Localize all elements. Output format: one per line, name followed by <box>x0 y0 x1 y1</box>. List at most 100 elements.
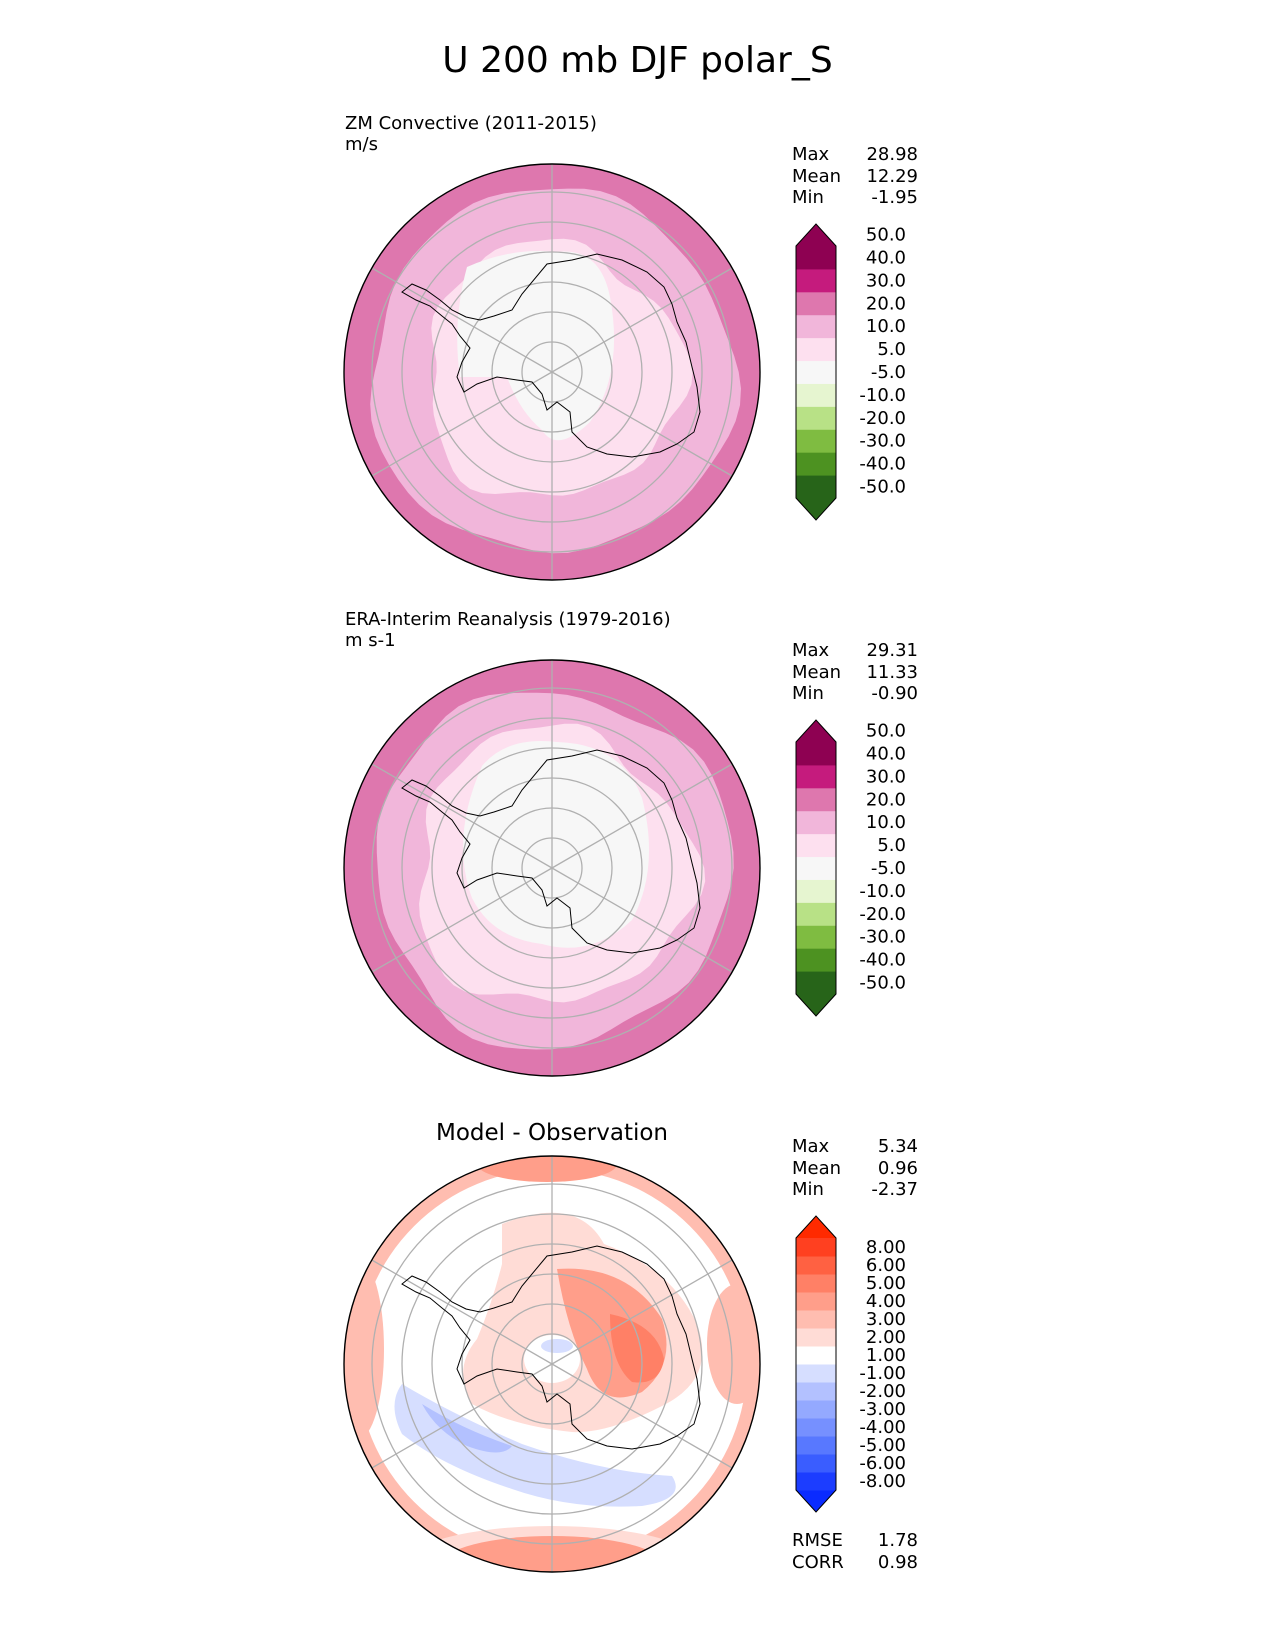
colorbar-segment <box>796 1472 836 1491</box>
colorbar-segment <box>796 925 836 949</box>
colorbar-tick-label: 4.00 <box>866 1291 906 1312</box>
stat-mean: Mean 0.96 <box>792 1157 918 1179</box>
colorbar-tick-label: -30.0 <box>859 431 906 452</box>
colorbar-segment <box>796 902 836 926</box>
colorbar-segment <box>796 268 836 293</box>
stat-mean: Mean 11.33 <box>792 661 918 683</box>
colorbar-segment <box>796 1436 836 1455</box>
colorbar-segment <box>796 1292 836 1311</box>
colorbar-tick-label: 20.0 <box>866 789 906 810</box>
colorbar-extend-over <box>796 1216 836 1238</box>
colorbar-tick-label: -5.00 <box>859 1435 906 1456</box>
colorbar-tick-label: -5.0 <box>871 362 906 383</box>
colorbar-segment <box>796 406 836 430</box>
colorbar-tick-label: 10.0 <box>866 812 906 833</box>
meridian-line <box>371 267 553 373</box>
colorbar-tick-label: 40.0 <box>866 743 906 764</box>
diff-positive-right <box>707 1284 760 1404</box>
panel-1-title-block: ZM Convective (2011-2015) m/s <box>345 113 597 155</box>
colorbar-tick-label: 50.0 <box>866 721 906 742</box>
panel-2-title-block: ERA-Interim Reanalysis (1979-2016) m s-1 <box>345 609 671 651</box>
panel-2-units: m s-1 <box>345 630 396 651</box>
colorbar-tick-label: -50.0 <box>859 477 906 498</box>
colorbar-segment <box>796 429 836 453</box>
colorbar-segment <box>796 383 836 407</box>
colorbar-segment <box>796 1274 836 1293</box>
colorbar-segment <box>796 337 836 362</box>
colorbar-tick-label: -2.00 <box>859 1381 906 1402</box>
panel-1-title: ZM Convective (2011-2015) <box>345 113 597 134</box>
colorbar-tick-label: -10.0 <box>859 881 906 902</box>
colorbar-tick-label: 40.0 <box>866 247 906 268</box>
diff-negative-band-core <box>422 1404 512 1453</box>
panel-2-title: ERA-Interim Reanalysis (1979-2016) <box>345 609 671 630</box>
stat-min: Min -0.90 <box>792 683 918 704</box>
stat-mean: Mean 12.29 <box>792 165 918 187</box>
diff-positive-top <box>477 1156 617 1182</box>
stat-min: Min -1.95 <box>792 187 918 208</box>
colorbar-tick-label: 5.0 <box>877 339 906 360</box>
colorbar-outline <box>795 719 837 1017</box>
panel-1-polar-map <box>343 163 761 581</box>
colorbar-tick-label: 3.00 <box>866 1309 906 1330</box>
antarctica-coastline <box>401 1245 701 1450</box>
meridian-line <box>371 1363 553 1469</box>
panel-1-units: m/s <box>345 134 378 155</box>
stat-max: Max 28.98 <box>792 144 918 165</box>
colorbar-segment <box>796 1256 836 1275</box>
colorbar-tick-label: 30.0 <box>866 766 906 787</box>
colorbar-segment <box>796 314 836 339</box>
colorbar-segment <box>796 291 836 316</box>
colorbar-tick-label: 10.0 <box>866 316 906 337</box>
colorbar-segment <box>796 833 836 858</box>
meridian-line <box>371 1259 553 1365</box>
stat-min: Min -2.37 <box>792 1179 918 1200</box>
colorbar-segment <box>796 1364 836 1383</box>
meridian-line <box>371 763 553 869</box>
colorbar-segment <box>796 856 836 880</box>
metric-rmse: RMSE 1.78 <box>792 1530 918 1551</box>
colorbar-segment <box>796 879 836 903</box>
colorbar-extend-over <box>796 224 836 246</box>
colorbar-tick-label: -40.0 <box>859 454 906 475</box>
panel-2-colorbar: -50.0-40.0-30.0-20.0-10.0-5.05.010.020.0… <box>795 719 906 1017</box>
meridian-line <box>551 763 733 869</box>
meridian-line <box>551 1259 733 1365</box>
colorbar-tick-label: 8.00 <box>866 1237 906 1258</box>
band-near-zero <box>463 741 650 948</box>
colorbar-tick-label: -5.0 <box>871 858 906 879</box>
colorbar-tick-label: -3.00 <box>859 1399 906 1420</box>
colorbar-tick-label: 20.0 <box>866 293 906 314</box>
panel-3-polar-map <box>343 1155 761 1573</box>
graticule <box>371 1156 733 1572</box>
meridian-line <box>551 1363 733 1469</box>
colorbar-tick-label: -20.0 <box>859 408 906 429</box>
colorbar-outline <box>795 1215 837 1513</box>
colorbar-segment <box>796 948 836 972</box>
colorbar-segment <box>796 1328 836 1347</box>
colorbar-tick-label: -40.0 <box>859 950 906 971</box>
colorbar-tick-label: -20.0 <box>859 904 906 925</box>
colorbar-tick-label: -4.00 <box>859 1417 906 1438</box>
colorbar-segment <box>796 787 836 812</box>
colorbar-segment <box>796 1400 836 1419</box>
colorbar-tick-label: -10.0 <box>859 385 906 406</box>
stat-max: Max 5.34 <box>792 1136 918 1157</box>
colorbar-tick-label: 5.0 <box>877 835 906 856</box>
diff-negative-band <box>394 1384 676 1507</box>
diff-positive-lobe-core <box>610 1314 664 1383</box>
colorbar-segment <box>796 360 836 384</box>
panel-3-colorbar: -8.00-6.00-5.00-4.00-3.00-2.00-1.001.002… <box>795 1215 906 1513</box>
meridian-line <box>551 867 733 973</box>
diff-positive-left <box>344 1259 384 1439</box>
colorbar-segment <box>796 1310 836 1329</box>
meridian-line <box>551 267 733 373</box>
colorbar-extend-under <box>796 1490 836 1512</box>
colorbar-tick-label: -6.00 <box>859 1453 906 1474</box>
colorbar-tick-label: 6.00 <box>866 1255 906 1276</box>
colorbar-segment <box>796 475 836 499</box>
colorbar-segment <box>796 246 836 270</box>
meridian-line <box>371 867 553 973</box>
colorbar-segment <box>796 1346 836 1365</box>
meridian-line <box>371 371 553 477</box>
